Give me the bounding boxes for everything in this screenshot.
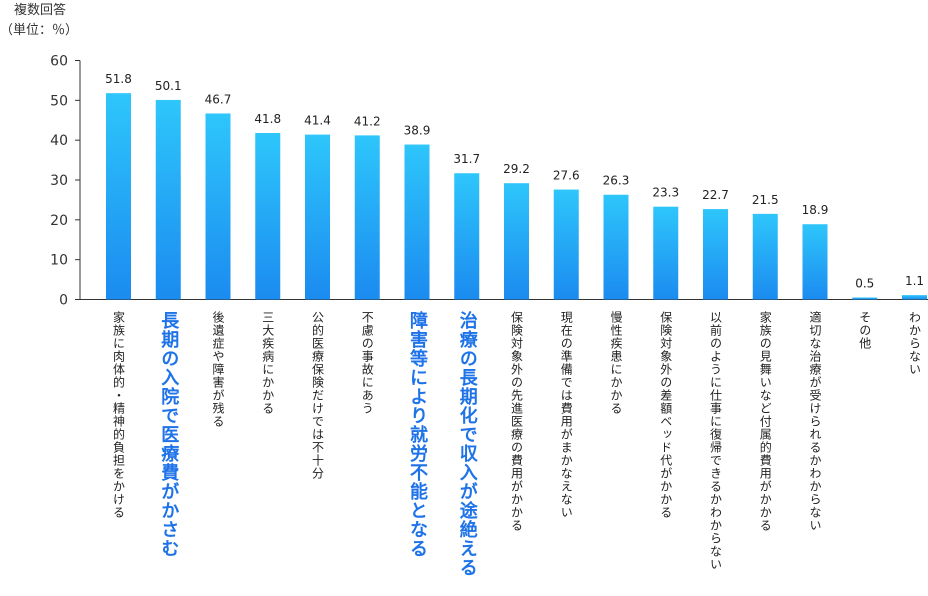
bar: [553, 189, 579, 300]
x-tick-label: 三大疾病にかかる: [260, 311, 275, 415]
x-tick-label: 障害等により就労不能となる: [407, 311, 428, 558]
bar: [802, 224, 828, 300]
x-tick-label: 長期の入院で医療費がかさむ: [158, 311, 180, 558]
x-tick-label: わからない: [907, 311, 922, 376]
bar: [354, 135, 380, 300]
bar: [404, 144, 430, 300]
y-tick-label: 10: [50, 253, 68, 269]
x-tick-label: 以前のように仕事に復帰できるかわからない: [708, 311, 723, 571]
bar: [504, 183, 529, 300]
y-tick-label: 30: [50, 173, 68, 189]
data-label: 1.1: [905, 274, 924, 288]
x-tick-label: 家族の見舞いなど付属的費用がかかる: [758, 311, 773, 532]
data-label: 0.5: [855, 277, 874, 291]
data-label: 38.9: [404, 124, 431, 138]
data-label: 26.3: [603, 174, 630, 188]
data-label: 22.7: [702, 188, 729, 202]
bar: [902, 295, 927, 300]
y-tick-label: 50: [50, 93, 68, 109]
x-tick-label: 慢性疾患にかかる: [609, 311, 623, 415]
x-tick-label: 家族に肉体的・精神的負担をかける: [111, 311, 126, 519]
x-tick-label: 後遺症や障害が残る: [211, 311, 225, 428]
y-tick-label: 60: [50, 54, 68, 70]
bar: [603, 194, 629, 300]
unit-label-line2: （単位：％）: [0, 23, 79, 38]
x-tick-label: 保険対象外の先進医療の費用がかかる: [509, 311, 524, 532]
bar: [155, 99, 181, 300]
x-tick-label: 適切な治療が受けられるかわからない: [808, 311, 822, 532]
data-label: 46.7: [205, 92, 232, 106]
bar: [752, 213, 778, 300]
bar: [106, 93, 131, 300]
data-label: 50.1: [155, 79, 182, 93]
bar: [305, 134, 330, 300]
y-tick-label: 40: [50, 133, 68, 149]
x-tick-label: 保険対象外の差額ベッド代がかかる: [658, 311, 673, 519]
data-label: 41.8: [254, 112, 281, 126]
bar: [852, 297, 878, 300]
x-tick-label: 現在の準備では費用がまかなえない: [559, 311, 574, 519]
data-label: 41.2: [354, 114, 381, 128]
data-label: 29.2: [503, 162, 530, 176]
x-tick-label: 公的医療保険だけでは不十分: [310, 311, 325, 480]
bar: [653, 206, 679, 300]
bar: [454, 173, 480, 300]
x-tick-label: 不慮の事故にあう: [360, 311, 375, 415]
y-tick-label: 0: [59, 293, 68, 309]
unit-label-line1: 複数回答: [14, 3, 67, 18]
data-label: 23.3: [652, 186, 679, 200]
x-tick-label: その他: [857, 311, 872, 350]
bar: [255, 132, 281, 300]
data-label: 41.4: [304, 114, 331, 128]
data-label: 21.5: [752, 193, 779, 207]
y-tick-label: 20: [50, 213, 68, 229]
bar: [703, 209, 728, 300]
data-label: 18.9: [802, 203, 829, 217]
data-label: 27.6: [553, 169, 580, 183]
data-label: 51.8: [105, 72, 132, 86]
data-label: 31.7: [453, 152, 480, 166]
x-tick-label: 治療の長期化で収入が途絶える: [456, 311, 478, 577]
bar: [205, 113, 231, 300]
